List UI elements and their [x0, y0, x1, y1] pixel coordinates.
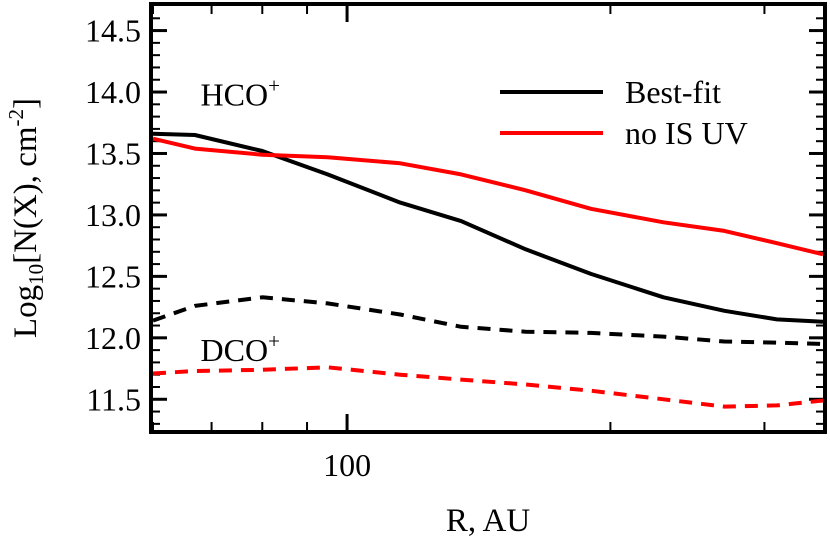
- y-axis-label-mid: [N(X), cm: [8, 126, 44, 264]
- y-axis-label-suffix: ]: [8, 98, 44, 109]
- annotation-sup: +: [268, 73, 280, 97]
- series-line-hco-no-is-uv: [152, 136, 824, 257]
- legend-entry-label: Best-fit: [625, 74, 721, 110]
- tick-labels: 11.5 12.0 12.5 13.0 13.5 14.0 14.5 100: [85, 13, 371, 483]
- y-axis-label-sup: -2: [4, 109, 28, 127]
- annotation-label: DCO+: [201, 329, 280, 368]
- legend: Best-fit no IS UV: [500, 74, 748, 151]
- annotation-text: HCO: [201, 76, 269, 112]
- x-tick-label: 100: [323, 447, 371, 483]
- y-tick-label: 12.5: [85, 258, 141, 294]
- y-axis-label-prefix: Log: [8, 285, 44, 338]
- series-layer: [152, 131, 824, 409]
- y-tick-label: 14.0: [85, 74, 141, 110]
- y-tick-label: 14.5: [85, 13, 141, 49]
- annotation-sup: +: [268, 329, 280, 353]
- legend-entry-label: no IS UV: [625, 115, 748, 151]
- y-tick-label: 12.0: [85, 320, 141, 356]
- y-tick-label: 13.5: [85, 135, 141, 171]
- tick-marks: [152, 6, 823, 430]
- y-tick-label: 11.5: [86, 381, 141, 417]
- annotation-label: HCO+: [201, 73, 280, 112]
- series-line-dco-no-is-uv: [152, 365, 824, 409]
- annotations: HCO+DCO+: [201, 73, 280, 368]
- plot-frame: [149, 2, 827, 434]
- y-tick-label: 13.0: [85, 197, 141, 233]
- y-axis-label-sub: 10: [24, 264, 48, 285]
- x-axis-label: R, AU: [446, 503, 531, 539]
- y-axis-label: Log10[N(X), cm-2]: [4, 98, 48, 338]
- annotation-text: DCO: [201, 332, 269, 368]
- series-line-hco-best-fit: [152, 131, 824, 324]
